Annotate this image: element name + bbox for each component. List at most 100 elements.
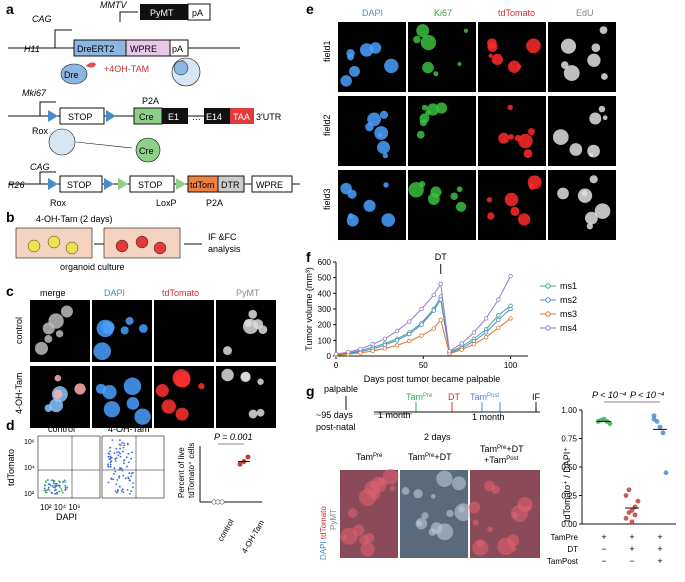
cell-cluster: [463, 28, 469, 33]
mmtv-promoter-arrow: [119, 11, 138, 22]
flow-event: [123, 462, 125, 465]
flow-event: [116, 479, 119, 481]
g-row-value: +: [657, 544, 662, 554]
g-row-value: +: [629, 544, 634, 554]
col-merge: merge: [40, 288, 66, 298]
cell-cluster: [569, 143, 583, 156]
cell-cluster: [125, 316, 134, 325]
ytick-1e6: 10⁶: [24, 439, 35, 446]
cell-cluster: [383, 182, 389, 188]
g-if: IF: [532, 392, 541, 402]
cell-cluster: [53, 389, 63, 399]
tdtom-label: tdTom: [190, 180, 215, 190]
cell-cluster: [563, 65, 580, 81]
f-data-point: [358, 346, 363, 352]
flow-event: [124, 477, 127, 480]
flow-event: [121, 488, 124, 491]
d-cat-4ohtam: 4-OH-Tam: [240, 518, 266, 555]
flow-event: [56, 492, 58, 495]
flow-event: [66, 486, 68, 489]
f-series-line: [335, 296, 442, 355]
flow-event: [118, 451, 120, 454]
tissue-region: [472, 539, 489, 556]
f-data-point: [394, 328, 400, 334]
g-ylabel: tdTomato⁺ / DAPI⁺: [562, 447, 572, 522]
cell-cluster: [102, 320, 115, 334]
d-data-point: [219, 499, 225, 505]
cell-cluster: [223, 346, 232, 356]
stop-label-2: STOP: [67, 180, 91, 190]
ert2-tag-icon: [86, 62, 96, 68]
flow-event: [107, 463, 109, 466]
tissue-region: [413, 489, 423, 499]
g-row-value: +: [657, 556, 662, 566]
panel-b: b 4-OH-Tam (2 days) IF &FC analysis orga…: [6, 209, 241, 272]
f-ytick-label: 400: [318, 289, 332, 298]
cell-cluster: [347, 189, 357, 199]
cell-cluster: [377, 140, 390, 154]
ytick-1e4: 10⁴: [24, 465, 35, 472]
f-data-point: [508, 306, 513, 312]
stop-label-1: STOP: [68, 112, 92, 122]
wpre-label-1: WPRE: [130, 44, 157, 54]
flow-event: [127, 443, 129, 446]
f-data-point: [471, 330, 477, 335]
flow-event: [128, 472, 131, 475]
f-data-point: [419, 306, 424, 312]
cell-cluster: [586, 223, 593, 230]
flow-event: [54, 486, 56, 489]
panel-a: a CAG MMTV PyMT pA H11 DreERT2 WPRE pA D…: [6, 0, 300, 208]
cell-cluster: [48, 313, 64, 329]
flow-event: [118, 476, 121, 479]
flow-event: [55, 485, 57, 488]
cell-cluster: [420, 34, 437, 51]
flow-event: [111, 439, 114, 442]
panel-c-image-grid: [30, 300, 276, 428]
cell-cluster: [557, 187, 569, 200]
dreert2-label: DreERT2: [77, 44, 114, 54]
flow-event: [61, 491, 64, 494]
tissue-region: [484, 480, 495, 492]
g-scatter-plot: 1.00 0.75 0.50 0.25 0.00 TamPre + + + DT − + + TamPos…: [547, 401, 676, 566]
e-row-field3: field3: [322, 188, 332, 210]
g-p1: P < 10⁻⁴: [592, 390, 627, 400]
loxp-site-icon-2: [176, 178, 186, 190]
flow-event: [121, 450, 124, 453]
flow-event: [109, 465, 112, 468]
dtr-label: DTR: [221, 180, 240, 190]
dtr-box: [217, 175, 245, 193]
cell-cluster: [498, 132, 510, 144]
panel-c-letter: c: [6, 283, 14, 299]
taa-label: TAA: [233, 112, 250, 122]
g-data-point: [635, 498, 641, 504]
f-data-point: [496, 325, 501, 330]
f-data-point: [459, 341, 464, 346]
pa-box-2: [169, 39, 189, 57]
cell-cluster: [455, 201, 467, 212]
g-histology-images: [340, 468, 540, 558]
d-data-point: [245, 454, 251, 460]
cell-cluster: [256, 408, 265, 417]
flow-event: [117, 454, 120, 457]
tissue-region: [451, 476, 466, 491]
f-data-point: [471, 342, 477, 347]
cell-cluster: [416, 24, 430, 38]
f-xlabel: Days post tumor became palpable: [364, 374, 501, 384]
cell-cluster: [589, 175, 598, 184]
f-data-point: [483, 335, 489, 340]
tissue-region: [358, 488, 377, 507]
rox-site-icon-3: [48, 178, 58, 190]
cell-cluster: [602, 115, 608, 121]
g-row-value: −: [601, 556, 606, 566]
f-series-drop: [440, 283, 450, 352]
f-ytick-label: 500: [318, 274, 332, 283]
cell-cluster: [120, 326, 129, 335]
g-img-title-3: TamPre+DT: [480, 444, 524, 454]
arrow-line-1: [75, 141, 133, 149]
cell-cluster: [44, 404, 53, 412]
flow-dots: [43, 439, 135, 495]
col-dapi: DAPI: [104, 288, 125, 298]
